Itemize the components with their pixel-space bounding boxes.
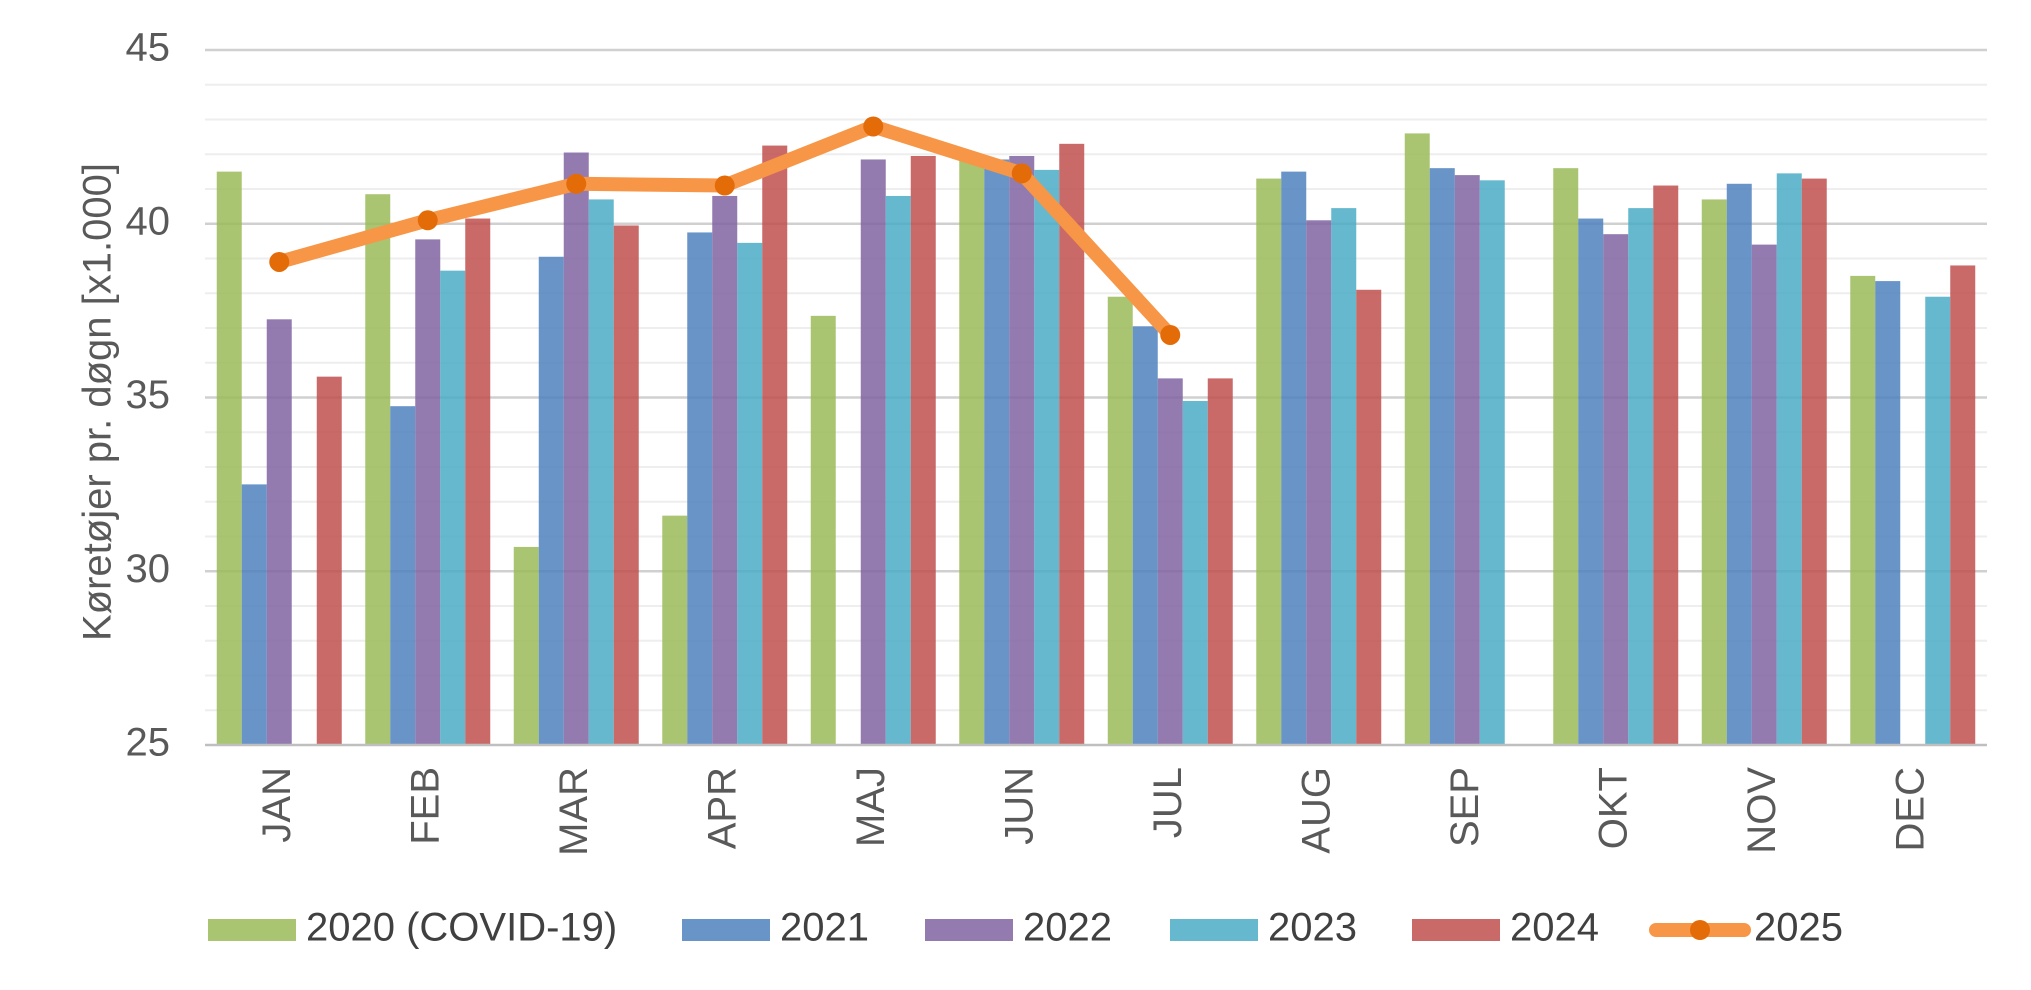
- line-point-2025-4: [863, 116, 884, 137]
- bar-2024-aug: [1356, 289, 1382, 745]
- bar-2022-maj: [860, 159, 886, 745]
- line-series: [269, 116, 1181, 345]
- bar-2020-covid-19--apr: [662, 515, 688, 745]
- bar-2023-apr: [737, 242, 763, 746]
- x-tick-label: APR: [700, 767, 744, 849]
- legend: 2020 (COVID-19) 2021 2022 2023 2024 2025: [208, 906, 1843, 950]
- bar-2023-sep: [1479, 180, 1505, 745]
- bar-2024-apr: [762, 145, 788, 745]
- bar-2021-jun: [984, 159, 1010, 745]
- bar-2022-jun: [1009, 155, 1035, 746]
- grid-lines: [205, 48, 1987, 712]
- x-tick-label: NOV: [1740, 767, 1784, 854]
- bar-2024-nov: [1801, 178, 1827, 745]
- legend-label: 2023: [1268, 906, 1357, 950]
- x-tick-label: MAJ: [849, 767, 893, 847]
- bar-2022-okt: [1603, 234, 1629, 746]
- bar-2020-covid-19--aug: [1256, 178, 1282, 745]
- legend-swatch: [1170, 919, 1258, 941]
- x-tick-label: SEP: [1443, 767, 1487, 847]
- bar-2023-dec: [1925, 296, 1951, 745]
- legend-swatch: [208, 919, 296, 941]
- bar-2022-nov: [1751, 244, 1777, 745]
- bar-2024-okt: [1653, 185, 1679, 745]
- bar-2023-maj: [885, 195, 911, 745]
- bar-2021-dec: [1875, 281, 1901, 745]
- bar-2020-covid-19--maj: [810, 315, 836, 745]
- bar-2023-mar: [588, 199, 614, 746]
- axes: 25 30 35 40 45 JAN FEB MAR APR MAJ JUN JUL AUG SEP OKT…: [126, 26, 1987, 856]
- legend-swatch: [925, 919, 1013, 941]
- bar-2022-sep: [1454, 175, 1480, 746]
- legend-swatch: [1412, 919, 1500, 941]
- legend-swatch: [682, 919, 770, 941]
- line-point-2025-6: [1160, 324, 1181, 345]
- bar-2021-apr: [687, 232, 713, 745]
- line-point-2025-1: [417, 210, 438, 231]
- y-tick-label: 45: [126, 26, 171, 70]
- legend-label: 2021: [780, 906, 869, 950]
- bar-2020-covid-19--dec: [1850, 275, 1876, 745]
- bar-2022-feb: [415, 239, 441, 745]
- bar-2021-feb: [390, 406, 416, 745]
- bar-2022-jul: [1157, 378, 1183, 745]
- y-tick-label: 35: [126, 373, 171, 417]
- x-tick-label: FEB: [403, 767, 447, 845]
- bar-2020-covid-19--mar: [513, 546, 539, 745]
- x-tick-label: DEC: [1888, 767, 1932, 851]
- legend-label: 2024: [1510, 906, 1599, 950]
- y-tick-label: 40: [126, 199, 171, 243]
- bar-2021-sep: [1429, 168, 1455, 745]
- bar-2021-aug: [1281, 171, 1307, 745]
- bar-2022-apr: [712, 195, 738, 745]
- bar-2020-covid-19--okt: [1553, 168, 1579, 745]
- bar-2022-mar: [563, 152, 589, 745]
- legend-label: 2020 (COVID-19): [306, 906, 617, 950]
- x-tick-label: JAN: [255, 767, 299, 843]
- line-point-2025-5: [1011, 163, 1032, 184]
- bar-2021-mar: [538, 256, 564, 745]
- bar-2020-covid-19--feb: [365, 194, 391, 745]
- bar-2021-nov: [1726, 183, 1752, 746]
- bar-2024-mar: [613, 225, 639, 746]
- bar-2020-covid-19--nov: [1701, 199, 1727, 746]
- bar-2023-feb: [440, 270, 466, 745]
- bar-2021-jan: [241, 484, 267, 745]
- bar-2020-covid-19--jan: [216, 171, 242, 745]
- line-point-2025-2: [566, 173, 587, 194]
- x-tick-label: JUL: [1146, 767, 1190, 838]
- bar-2024-jan: [316, 376, 342, 745]
- x-tick-label: OKT: [1591, 767, 1635, 849]
- bar-2021-okt: [1578, 218, 1604, 746]
- bar-2020-covid-19--jul: [1107, 296, 1133, 745]
- line-point-2025-3: [714, 175, 735, 196]
- bars: [216, 133, 1976, 746]
- x-tick-label: JUN: [997, 767, 1041, 845]
- x-tick-label: MAR: [552, 767, 596, 856]
- bar-2023-nov: [1776, 173, 1802, 746]
- bar-2024-jul: [1207, 378, 1233, 745]
- bar-2023-okt: [1628, 208, 1654, 746]
- bar-2024-feb: [465, 218, 491, 746]
- bar-2023-aug: [1331, 208, 1357, 746]
- bar-2023-jun: [1034, 169, 1060, 745]
- legend-label: 2025: [1754, 906, 1843, 950]
- bar-2023-jul: [1182, 400, 1208, 745]
- x-tick-label: AUG: [1294, 767, 1338, 854]
- y-tick-label: 25: [126, 721, 171, 765]
- bar-2020-covid-19--sep: [1404, 133, 1430, 745]
- bar-2021-jul: [1132, 326, 1158, 745]
- line-point-2025-0: [269, 251, 290, 272]
- bar-2020-covid-19--jun: [959, 159, 985, 745]
- bar-2024-dec: [1950, 265, 1976, 745]
- y-axis-title: Køretøjer pr. døgn [x1.000]: [76, 163, 120, 641]
- bar-2022-jan: [266, 319, 292, 745]
- legend-label: 2022: [1023, 906, 1112, 950]
- legend-marker: [1690, 920, 1710, 940]
- bar-2024-maj: [910, 155, 936, 746]
- bar-2022-aug: [1306, 220, 1332, 745]
- y-tick-label: 30: [126, 547, 171, 591]
